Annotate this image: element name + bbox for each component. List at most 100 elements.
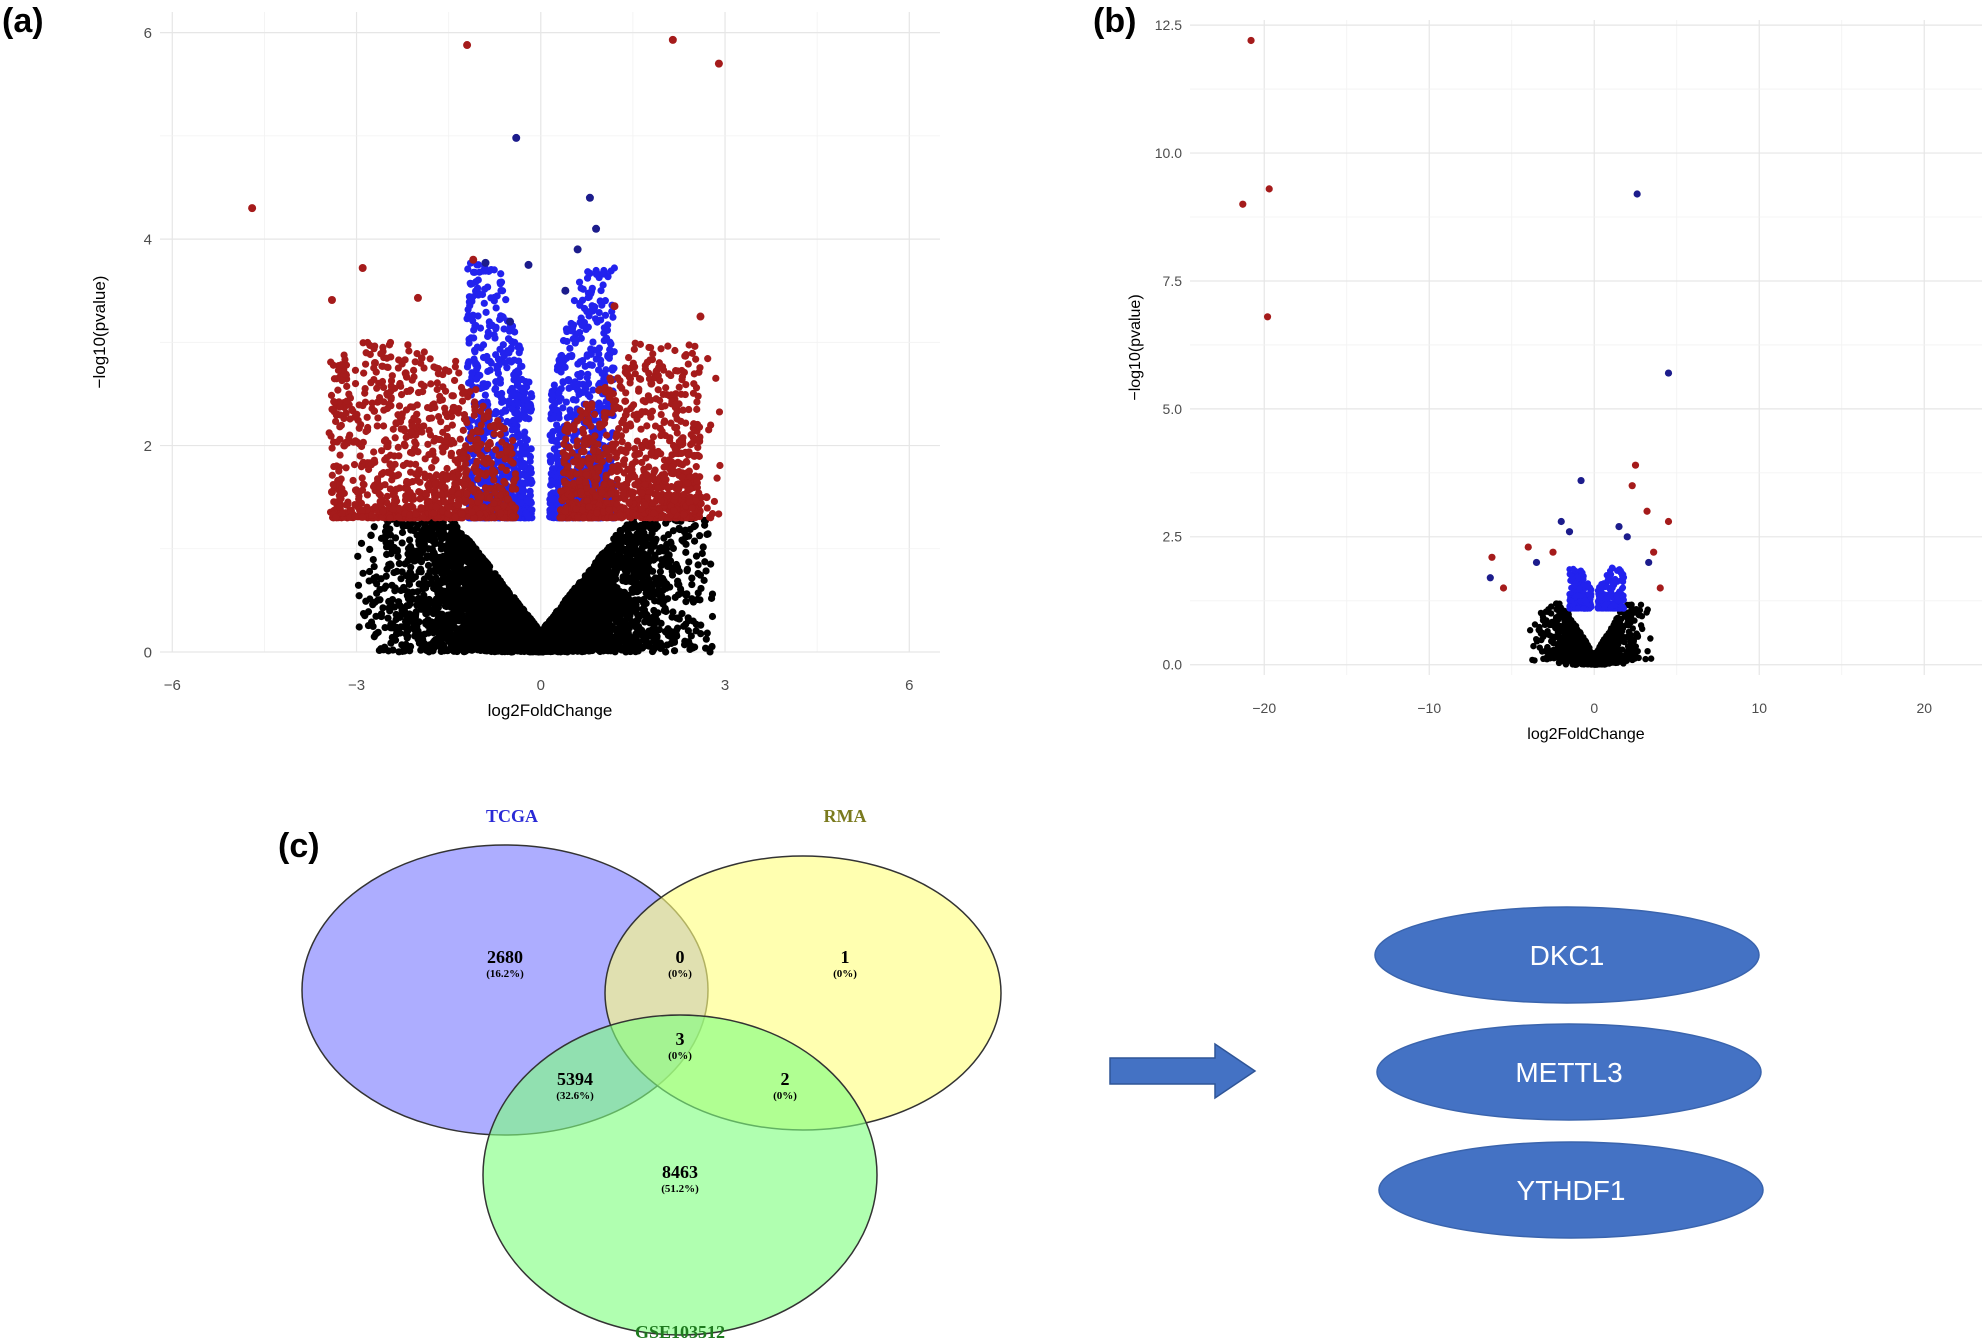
black-point [364, 608, 373, 616]
black-point [398, 568, 406, 576]
black-point [590, 626, 599, 634]
black-point [434, 588, 442, 596]
black-point [355, 592, 363, 600]
black-point [387, 639, 395, 647]
black-point [393, 567, 401, 576]
black-point [450, 640, 458, 649]
black-point [411, 632, 419, 640]
black-point [439, 627, 447, 635]
black-point [639, 530, 648, 538]
black-point [455, 635, 463, 643]
black-point [686, 525, 694, 534]
black-point [442, 531, 450, 540]
black-point [406, 568, 414, 576]
black-point [386, 560, 394, 568]
black-point [406, 536, 414, 544]
black-point [414, 588, 422, 596]
black-point [398, 528, 407, 537]
black-point [444, 634, 452, 642]
black-point [664, 562, 672, 571]
black-point [622, 608, 630, 616]
black-point [638, 540, 647, 548]
black-point [380, 584, 388, 592]
black-point [692, 620, 700, 628]
black-point [637, 630, 645, 639]
black-point [664, 530, 672, 539]
black-point [661, 604, 669, 613]
black-point [702, 567, 710, 575]
black-point [701, 558, 709, 566]
black-point [386, 607, 394, 615]
black-point [403, 634, 411, 642]
y-axis-label: −log10(pvalue) [90, 276, 109, 389]
black-point [397, 575, 405, 583]
black-point [692, 552, 701, 560]
black-point [687, 632, 695, 640]
black-point [369, 622, 377, 631]
black-point [366, 595, 374, 603]
black-point [376, 596, 384, 604]
black-point [395, 559, 403, 568]
black-point [689, 598, 698, 606]
y-tick-label: 4 [144, 231, 152, 248]
black-point [669, 544, 677, 552]
panel-label-a: (a) [2, 2, 44, 40]
black-point [417, 596, 426, 604]
black-point [367, 531, 375, 539]
black-point [640, 599, 648, 607]
black-point [472, 545, 480, 553]
black-point [450, 546, 458, 554]
black-point [664, 550, 672, 559]
black-point [391, 587, 399, 595]
black-point [354, 581, 363, 589]
black-point [391, 534, 400, 542]
y-tick-label: 6 [144, 25, 152, 42]
black-point [365, 567, 374, 576]
black-point [708, 590, 717, 598]
black-point [669, 527, 677, 535]
black-point [707, 560, 715, 568]
x-axis-label: log2FoldChange [488, 701, 613, 720]
black-point [396, 613, 404, 621]
black-point [425, 595, 433, 604]
black-point [357, 539, 366, 547]
black-point [663, 641, 671, 649]
black-point [694, 561, 702, 569]
black-point [450, 604, 458, 612]
black-point [398, 539, 406, 547]
black-point [645, 522, 654, 530]
black-point [669, 608, 677, 616]
black-point [684, 614, 692, 622]
black-point [480, 644, 488, 652]
black-point [431, 567, 439, 576]
black-point [686, 645, 694, 654]
black-point [605, 635, 614, 643]
black-point [435, 555, 443, 563]
panel-label-c: (c) [278, 827, 320, 865]
black-point [596, 587, 604, 595]
black-point [454, 625, 463, 633]
black-point [670, 647, 679, 655]
black-point [451, 520, 459, 528]
black-point [404, 627, 412, 635]
black-point [617, 528, 625, 536]
black-point [612, 617, 620, 625]
black-point [434, 597, 443, 605]
black-point [696, 532, 704, 540]
x-tick-label: 6 [905, 677, 913, 694]
black-point [683, 565, 692, 573]
black-point [397, 623, 405, 631]
black-point [674, 591, 683, 599]
black-point [402, 640, 410, 649]
x-tick-label: −6 [164, 677, 181, 694]
black-point [354, 552, 362, 560]
x-tick-label: 3 [721, 677, 729, 694]
black-point [584, 571, 592, 579]
black-point [655, 626, 663, 634]
black-point [662, 648, 670, 656]
black-point [379, 604, 387, 612]
black-point [379, 646, 388, 654]
black-point [385, 597, 393, 606]
black-point [704, 530, 712, 538]
black-point [683, 590, 691, 598]
